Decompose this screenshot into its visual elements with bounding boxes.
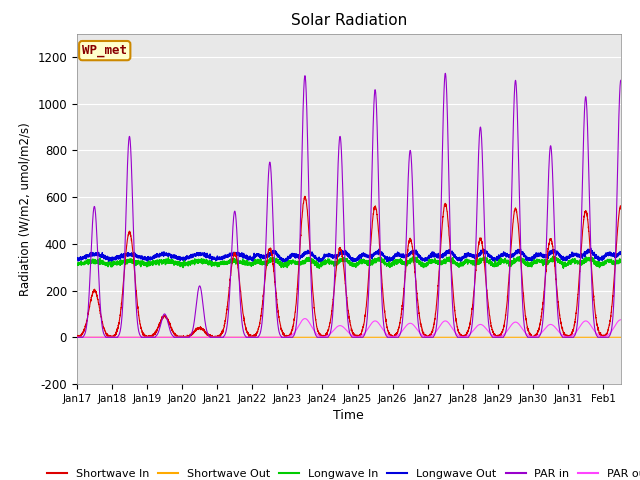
Title: Solar Radiation: Solar Radiation (291, 13, 407, 28)
Text: WP_met: WP_met (82, 44, 127, 57)
Y-axis label: Radiation (W/m2, umol/m2/s): Radiation (W/m2, umol/m2/s) (19, 122, 32, 296)
Legend: Shortwave In, Shortwave Out, Longwave In, Longwave Out, PAR in, PAR out: Shortwave In, Shortwave Out, Longwave In… (43, 465, 640, 480)
X-axis label: Time: Time (333, 409, 364, 422)
